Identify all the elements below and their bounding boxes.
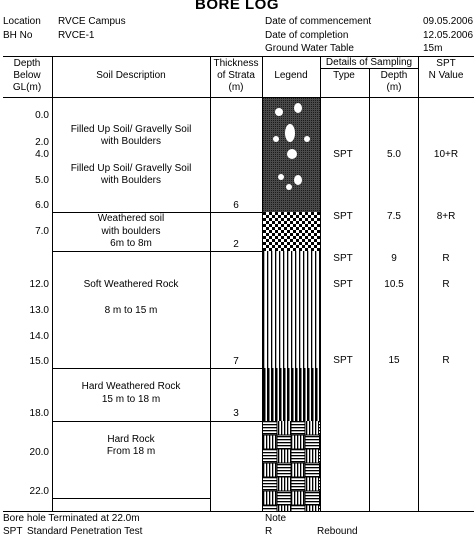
table-bottom-border: [3, 511, 474, 512]
spt-n-value: R: [442, 355, 450, 366]
completion-value: 12.05.2006: [423, 30, 474, 41]
spt-header: N Value: [428, 70, 464, 81]
depth-tick: 18.0: [29, 408, 49, 419]
stratum-boundary: [52, 498, 210, 499]
legend-vertical-lines-pattern: [263, 251, 320, 368]
gwt-label: Ground Water Table: [265, 43, 354, 54]
sampling-header: Details of Sampling: [325, 57, 413, 68]
thickness-header: (m): [228, 82, 244, 93]
spt-n-value: R: [442, 279, 450, 290]
strata-thickness: 3: [233, 408, 239, 419]
depth-tick: 14.0: [29, 331, 49, 342]
soil-description: 8 m to 15 m: [104, 305, 158, 316]
col-divider-type: [369, 68, 370, 512]
stratum-boundary: [52, 421, 262, 422]
soil-description: Hard Weathered Rock: [81, 381, 181, 392]
soil-description: with Boulders: [100, 136, 162, 147]
soil-description: Filled Up Soil/ Gravelly Soil: [70, 163, 192, 174]
sample-type: SPT: [333, 211, 353, 222]
sample-depth-header: (m): [386, 82, 402, 93]
thickness-header: of Strata: [217, 70, 255, 81]
legend-bold-vertical-pattern: [263, 368, 320, 421]
depth-tick: 5.0: [35, 175, 49, 186]
location-value: RVCE Campus: [58, 16, 126, 27]
col-divider-legend: [320, 56, 321, 512]
depth-tick: 7.0: [35, 226, 49, 237]
spt-n-value: 10+R: [433, 149, 459, 160]
header-bottom-border: [3, 97, 474, 98]
depth-tick: 15.0: [29, 356, 49, 367]
sample-depth: 5.0: [387, 149, 401, 160]
col-divider-thickness: [262, 56, 263, 512]
legend-basket-weave-pattern: [263, 421, 320, 511]
spt-header: SPT: [436, 58, 456, 69]
depth-header: Depth: [13, 58, 41, 69]
legend-header: Legend: [274, 70, 308, 81]
depth-tick: 0.0: [35, 110, 49, 121]
col-divider-description: [210, 56, 211, 512]
sample-type: SPT: [333, 279, 353, 290]
sample-type: SPT: [333, 149, 353, 160]
depth-tick: 20.0: [29, 447, 49, 458]
stratum-boundary: [52, 251, 262, 252]
soil-description: 6m to 8m: [110, 238, 152, 249]
depth-tick: 12.0: [29, 279, 49, 290]
sample-depth: 9: [391, 253, 397, 264]
table-top-border: [3, 56, 474, 57]
stratum-boundary: [52, 368, 262, 369]
bh-value: RVCE-1: [58, 30, 95, 41]
r-full: Rebound: [317, 526, 358, 537]
soil-description: Hard Rock: [107, 434, 155, 445]
gwt-value: 15m: [423, 43, 443, 54]
col-divider-depth: [52, 56, 53, 512]
description-header: Soil Description: [96, 70, 166, 81]
soil-description: with Boulders: [100, 175, 162, 186]
depth-tick: 2.0: [35, 137, 49, 148]
note-label: Note: [265, 513, 287, 524]
strata-thickness: 6: [233, 200, 239, 211]
depth-tick: 4.0: [35, 149, 49, 160]
location-label: Location: [3, 16, 41, 27]
sample-depth-header: Depth: [380, 70, 408, 81]
commencement-label: Date of commencement: [265, 16, 372, 27]
sample-type: SPT: [333, 355, 353, 366]
type-header: Type: [333, 70, 355, 81]
depth-tick: 13.0: [29, 305, 49, 316]
commencement-value: 09.05.2006: [423, 16, 474, 27]
spt-full: Standard Penetration Test: [27, 526, 143, 537]
spt-n-value: R: [442, 253, 450, 264]
spt-n-value: 8+R: [436, 211, 456, 222]
depth-tick: 6.0: [35, 200, 49, 211]
legend-boulders-pattern: [263, 98, 320, 212]
completion-label: Date of completion: [265, 30, 349, 41]
sample-depth: 15: [388, 355, 400, 366]
sample-type: SPT: [333, 253, 353, 264]
depth-header: GL(m): [12, 82, 42, 93]
sample-depth: 10.5: [384, 279, 404, 290]
depth-tick: 22.0: [29, 486, 49, 497]
spt-abbr: SPT: [3, 526, 23, 537]
depth-header: Below: [13, 70, 41, 81]
stratum-boundary: [52, 212, 262, 213]
strata-thickness: 2: [233, 239, 239, 250]
soil-description: Soft Weathered Rock: [83, 279, 179, 290]
r-abbr: R: [265, 526, 273, 537]
legend-checker-pattern: [263, 212, 320, 251]
strata-thickness: 7: [233, 356, 239, 367]
col-divider-sampling: [418, 56, 419, 512]
bh-label: BH No: [3, 30, 33, 41]
thickness-header: Thickness: [213, 58, 259, 69]
soil-description: 15 m to 18 m: [101, 394, 161, 405]
sample-depth: 7.5: [387, 211, 401, 222]
soil-description: From 18 m: [106, 446, 156, 457]
soil-description: with boulders: [101, 226, 161, 237]
terminated-note: Bore hole Terminated at 22.0m: [3, 513, 140, 524]
soil-description: Filled Up Soil/ Gravelly Soil: [70, 124, 192, 135]
soil-description: Weathered soil: [97, 213, 165, 224]
page-title: BORE LOG: [194, 0, 280, 13]
